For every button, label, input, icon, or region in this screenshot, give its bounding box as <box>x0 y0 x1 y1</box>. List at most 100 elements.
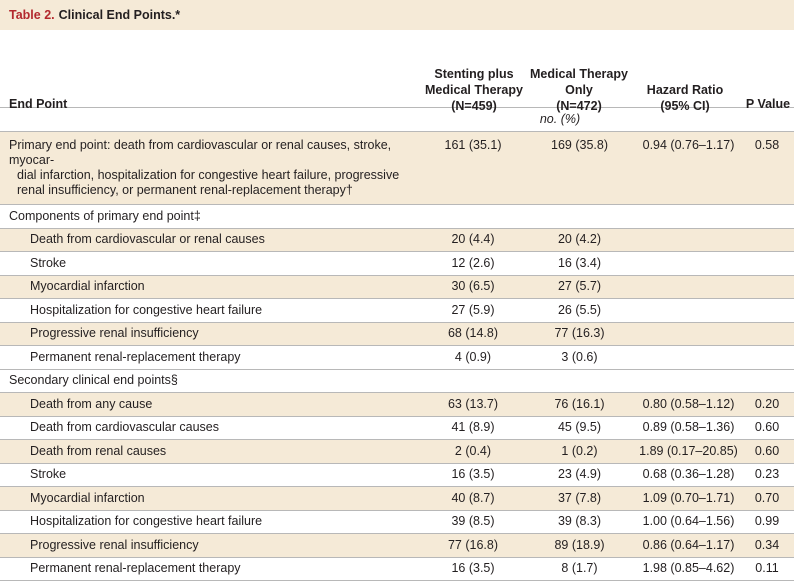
row-medical: 20 (4.2) <box>522 228 637 252</box>
row-label: Myocardial infarction <box>0 486 424 511</box>
table-row: Death from renal causes 2 (0.4) 1 (0.2) 1.8… <box>0 439 794 464</box>
table-row: Death from cardiovascular causes 41 (8.9)… <box>0 416 794 440</box>
row-p-value <box>740 345 794 370</box>
secondary-body: Death from any cause 63 (13.7) 76 (16.1) 0.… <box>0 392 794 581</box>
primary-label-line3: renal insufficiency, or permanent renal-… <box>17 183 353 197</box>
row-hazard-ratio: 0.68 (0.36–1.28) <box>637 463 740 487</box>
row-label: Death from cardiovascular causes <box>0 416 424 440</box>
row-p-value: 0.23 <box>740 463 794 487</box>
row-hazard-ratio: 1.98 (0.85–4.62) <box>637 557 740 581</box>
row-label: Death from renal causes <box>0 439 424 464</box>
header-p-value: P Value <box>745 97 791 111</box>
row-stenting: 68 (14.8) <box>424 322 522 346</box>
row-hazard-ratio: 0.80 (0.58–1.12) <box>637 392 740 417</box>
header-stenting-line3: (N=459) <box>451 99 497 113</box>
row-hazard-ratio <box>637 228 740 252</box>
row-label: Hospitalization for congestive heart fai… <box>0 510 424 534</box>
header-hr-line2: (95% CI) <box>660 99 710 113</box>
table-title: Clinical End Points.* <box>58 8 181 22</box>
row-medical: 89 (18.9) <box>522 533 637 558</box>
row-p-value <box>740 251 794 276</box>
row-hazard-ratio: 0.86 (0.64–1.17) <box>637 533 740 558</box>
row-stenting: 27 (5.9) <box>424 298 522 323</box>
header-stenting-line1: Stenting plus <box>434 67 514 81</box>
row-stenting: 4 (0.9) <box>424 345 522 370</box>
table-row: Stroke 16 (3.5) 23 (4.9) 0.68 (0.36–1.28) 0.… <box>0 463 794 487</box>
table-row: Myocardial infarction 30 (6.5) 27 (5.7) <box>0 275 794 299</box>
header-stenting-line2: Medical Therapy <box>425 83 523 97</box>
row-hazard-ratio: 1.09 (0.70–1.71) <box>637 486 740 511</box>
header-hr-line1: Hazard Ratio <box>646 83 724 97</box>
row-medical: 37 (7.8) <box>522 486 637 511</box>
row-label: Death from cardiovascular or renal cause… <box>0 228 424 252</box>
row-stenting: 16 (3.5) <box>424 557 522 581</box>
header-stenting: Stenting plus Medical Therapy (N=459) <box>404 66 544 114</box>
row-medical: 1 (0.2) <box>522 439 637 464</box>
row-label: Myocardial infarction <box>0 275 424 299</box>
row-p-value: 0.60 <box>740 416 794 440</box>
table-header: End Point Stenting plus Medical Therapy … <box>0 30 794 113</box>
row-p-value: 0.34 <box>740 533 794 558</box>
table-row: Progressive renal insufficiency 77 (16.8)… <box>0 533 794 558</box>
row-medical: 77 (16.3) <box>522 322 637 346</box>
row-medical: 3 (0.6) <box>522 345 637 370</box>
unit-row: no. (%) <box>0 108 794 132</box>
row-medical: 39 (8.3) <box>522 510 637 534</box>
row-hazard-ratio <box>637 298 740 323</box>
table-row: Permanent renal-replacement therapy 16 (3… <box>0 557 794 581</box>
table-number: Table 2. <box>9 8 55 22</box>
row-p-value <box>740 275 794 299</box>
header-medical: Medical Therapy Only (N=472) <box>509 66 649 114</box>
unit-label: no. (%) <box>539 112 581 126</box>
row-label: Permanent renal-replacement therapy <box>0 345 424 370</box>
row-label: Progressive renal insufficiency <box>0 322 424 346</box>
row-stenting: 40 (8.7) <box>424 486 522 511</box>
table-row: Hospitalization for congestive heart fai… <box>0 510 794 534</box>
row-medical: 76 (16.1) <box>522 392 637 417</box>
row-stenting: 2 (0.4) <box>424 439 522 464</box>
row-medical: 16 (3.4) <box>522 251 637 276</box>
primary-medical: 169 (35.8) <box>522 132 637 205</box>
table-title-bar: Table 2. Clinical End Points.* <box>0 0 794 30</box>
row-stenting: 20 (4.4) <box>424 228 522 252</box>
row-p-value: 0.70 <box>740 486 794 511</box>
header-medical-line1: Medical Therapy <box>530 67 628 81</box>
row-label: Death from any cause <box>0 392 424 417</box>
table-row: Permanent renal-replacement therapy 4 (0.… <box>0 345 794 370</box>
row-p-value: 0.11 <box>740 557 794 581</box>
primary-stenting: 161 (35.1) <box>424 132 522 205</box>
row-hazard-ratio: 1.00 (0.64–1.56) <box>637 510 740 534</box>
table-row: Stroke 12 (2.6) 16 (3.4) <box>0 251 794 276</box>
row-medical: 23 (4.9) <box>522 463 637 487</box>
row-stenting: 77 (16.8) <box>424 533 522 558</box>
primary-label: Primary end point: death from cardiovasc… <box>0 132 424 205</box>
row-label: Stroke <box>0 251 424 276</box>
row-p-value <box>740 298 794 323</box>
row-medical: 8 (1.7) <box>522 557 637 581</box>
primary-hazard-ratio: 0.94 (0.76–1.17) <box>637 132 740 205</box>
table-row: Death from any cause 63 (13.7) 76 (16.1) 0.… <box>0 392 794 417</box>
primary-end-point-row: Primary end point: death from cardiovasc… <box>0 132 794 205</box>
row-p-value <box>740 322 794 346</box>
header-hazard-ratio: Hazard Ratio (95% CI) <box>620 82 750 114</box>
table-row: Death from cardiovascular or renal cause… <box>0 228 794 252</box>
secondary-heading: Secondary clinical end points§ <box>0 369 794 393</box>
row-stenting: 12 (2.6) <box>424 251 522 276</box>
row-medical: 45 (9.5) <box>522 416 637 440</box>
row-hazard-ratio <box>637 345 740 370</box>
row-p-value <box>740 228 794 252</box>
primary-p-value: 0.58 <box>740 132 794 205</box>
row-stenting: 63 (13.7) <box>424 392 522 417</box>
primary-label-line2: dial infarction, hospitalization for con… <box>17 168 400 182</box>
row-hazard-ratio <box>637 322 740 346</box>
row-label: Hospitalization for congestive heart fai… <box>0 298 424 323</box>
row-hazard-ratio: 0.89 (0.58–1.36) <box>637 416 740 440</box>
secondary-heading-row: Secondary clinical end points§ <box>0 369 794 393</box>
row-label: Progressive renal insufficiency <box>0 533 424 558</box>
row-stenting: 39 (8.5) <box>424 510 522 534</box>
table-row: Hospitalization for congestive heart fai… <box>0 298 794 323</box>
row-medical: 26 (5.5) <box>522 298 637 323</box>
row-label: Permanent renal-replacement therapy <box>0 557 424 581</box>
row-medical: 27 (5.7) <box>522 275 637 299</box>
row-stenting: 30 (6.5) <box>424 275 522 299</box>
